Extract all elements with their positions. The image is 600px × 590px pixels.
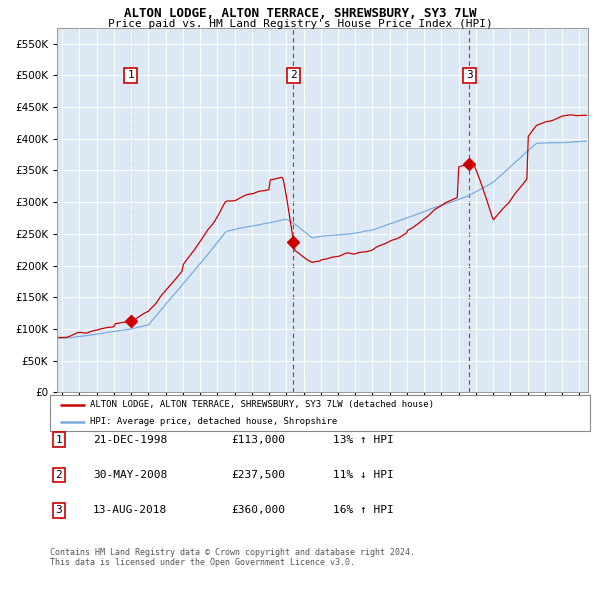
Text: 13% ↑ HPI: 13% ↑ HPI (333, 435, 394, 444)
Text: 2: 2 (290, 70, 297, 80)
Text: HPI: Average price, detached house, Shropshire: HPI: Average price, detached house, Shro… (91, 417, 338, 427)
Text: 13-AUG-2018: 13-AUG-2018 (93, 506, 167, 515)
Text: 21-DEC-1998: 21-DEC-1998 (93, 435, 167, 444)
Text: ALTON LODGE, ALTON TERRACE, SHREWSBURY, SY3 7LW (detached house): ALTON LODGE, ALTON TERRACE, SHREWSBURY, … (91, 401, 434, 409)
Text: Contains HM Land Registry data © Crown copyright and database right 2024.
This d: Contains HM Land Registry data © Crown c… (50, 548, 415, 567)
Text: 11% ↓ HPI: 11% ↓ HPI (333, 470, 394, 480)
Text: ALTON LODGE, ALTON TERRACE, SHREWSBURY, SY3 7LW: ALTON LODGE, ALTON TERRACE, SHREWSBURY, … (124, 7, 476, 20)
Text: 1: 1 (127, 70, 134, 80)
Text: £237,500: £237,500 (231, 470, 285, 480)
Text: 3: 3 (55, 506, 62, 515)
Text: £113,000: £113,000 (231, 435, 285, 444)
Text: 3: 3 (466, 70, 473, 80)
Text: 30-MAY-2008: 30-MAY-2008 (93, 470, 167, 480)
Text: 2: 2 (55, 470, 62, 480)
Text: 16% ↑ HPI: 16% ↑ HPI (333, 506, 394, 515)
Text: Price paid vs. HM Land Registry's House Price Index (HPI): Price paid vs. HM Land Registry's House … (107, 19, 493, 29)
Text: 1: 1 (55, 435, 62, 444)
Text: £360,000: £360,000 (231, 506, 285, 515)
